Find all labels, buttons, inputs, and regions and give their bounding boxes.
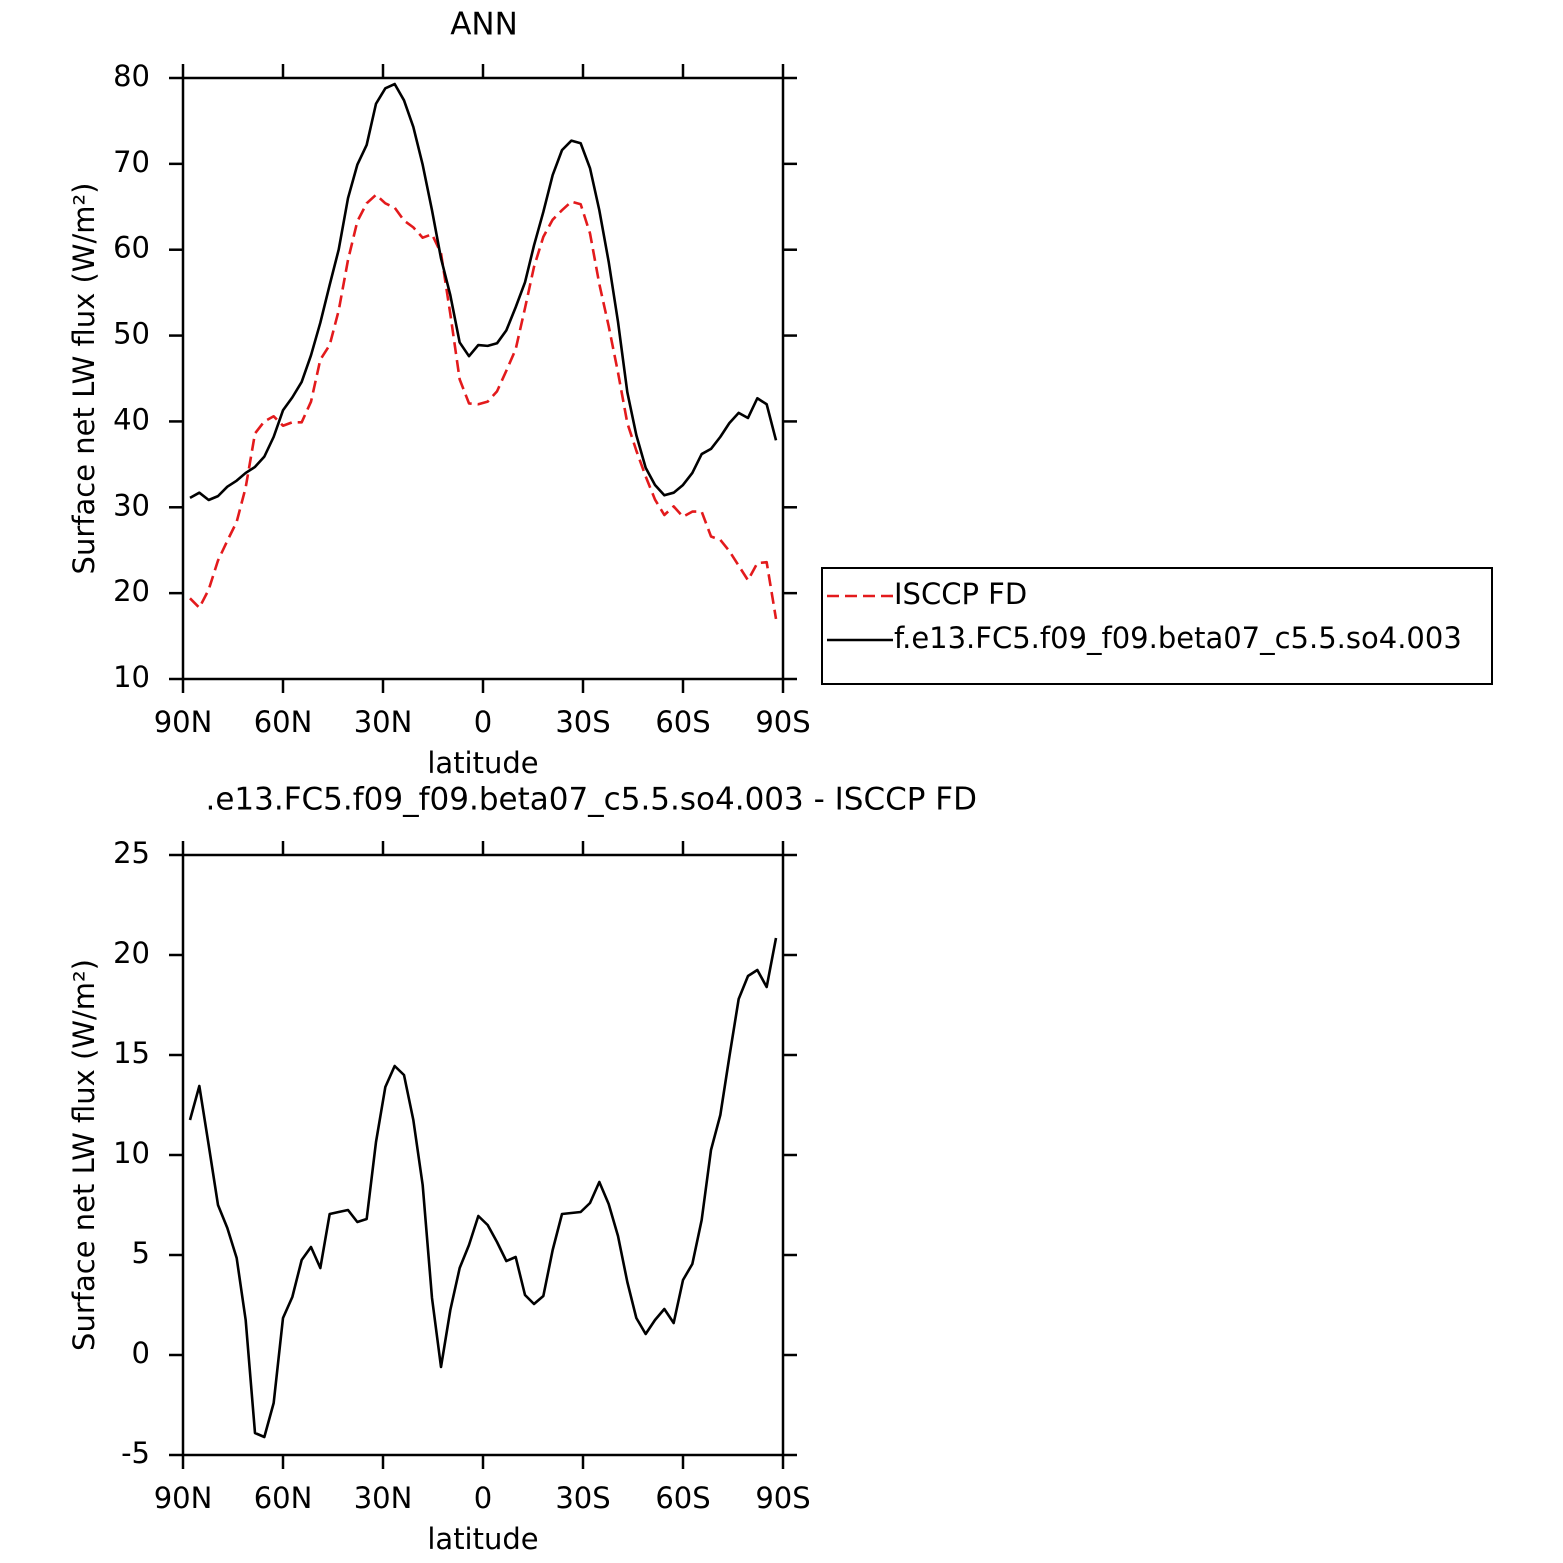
plot-frame — [181, 76, 785, 681]
plot-frame — [181, 853, 785, 1457]
x-tick-label: 90S — [755, 1481, 810, 1515]
legend-box — [821, 567, 1493, 685]
x-tick-label: 90N — [154, 1481, 213, 1515]
y-tick-label: 10 — [113, 1136, 150, 1170]
y-axis-label: Surface net LW flux (W/m²) — [67, 959, 101, 1351]
y-tick-label: 80 — [113, 59, 150, 93]
y-tick-label: 50 — [113, 317, 150, 351]
x-tick-label: 0 — [474, 705, 492, 739]
x-tick-label: 60S — [655, 705, 710, 739]
x-tick-label: 90N — [154, 705, 213, 739]
x-axis-label: latitude — [427, 746, 538, 780]
chart-title: ANN — [450, 7, 518, 43]
x-tick-label: 30S — [555, 705, 610, 739]
y-tick-label: 0 — [132, 1336, 150, 1370]
y-tick-label: 20 — [113, 574, 150, 608]
x-tick-label: 60S — [655, 1481, 710, 1515]
data-line — [189, 193, 778, 620]
x-tick-label: 30N — [354, 705, 413, 739]
y-tick-label: 10 — [113, 660, 150, 694]
y-tick-label: 40 — [113, 402, 150, 436]
x-tick-label: 30N — [354, 1481, 413, 1515]
x-axis-label: latitude — [427, 1522, 538, 1556]
y-tick-label: 5 — [132, 1236, 150, 1270]
legend-label: f.e13.FC5.f09_f09.beta07_c5.5.so4.003 — [894, 621, 1462, 655]
x-tick-label: 30S — [555, 1481, 610, 1515]
legend-label: ISCCP FD — [894, 577, 1027, 611]
y-tick-label: 70 — [113, 145, 150, 179]
y-tick-label: 60 — [113, 231, 150, 265]
y-tick-label: 25 — [113, 836, 150, 870]
y-tick-label: 20 — [113, 936, 150, 970]
y-tick-label: 30 — [113, 488, 150, 522]
x-tick-label: 60N — [254, 705, 313, 739]
x-tick-label: 90S — [755, 705, 810, 739]
data-line — [188, 937, 778, 1439]
data-line — [189, 82, 778, 502]
y-tick-label: -5 — [121, 1436, 150, 1470]
x-tick-label: 0 — [474, 1481, 492, 1515]
chart-title: .e13.FC5.f09_f09.beta07_c5.5.so4.003 - I… — [205, 782, 977, 818]
x-tick-label: 60N — [254, 1481, 313, 1515]
y-axis-label: Surface net LW flux (W/m²) — [67, 183, 101, 575]
y-tick-label: 15 — [113, 1036, 150, 1070]
